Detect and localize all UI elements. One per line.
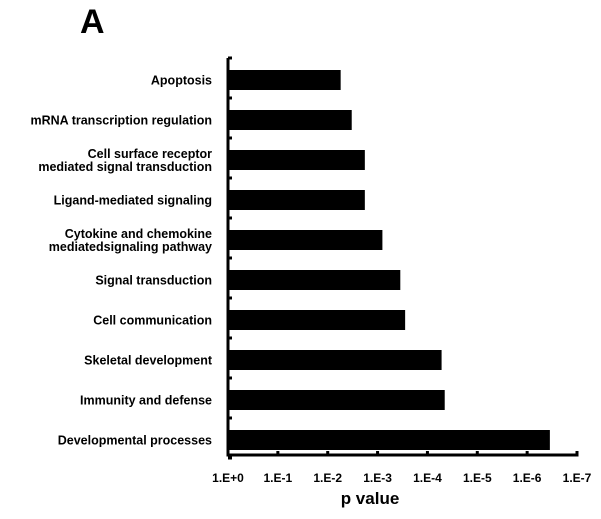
category-label-line: Cytokine and chemokine	[65, 227, 212, 241]
bar	[228, 430, 550, 450]
axis-layer: 1.E+0 1.E-1 1.E-2 1.E-3 1.E-4 1.E-5 1.E-6 1.E-7	[212, 56, 592, 485]
category-label-line: Apoptosis	[151, 74, 212, 88]
x-tick-label: 1.E-4	[413, 471, 442, 485]
x-axis-title: p value	[341, 489, 400, 508]
x-tick-label: 1.E-3	[363, 471, 392, 485]
category-label: mRNA transcription regulation	[31, 114, 213, 128]
bar	[228, 270, 401, 290]
category-label: Cytokine and chemokine mediatedsignaling …	[49, 227, 212, 254]
category-label-line: mediatedsignaling pathway	[49, 240, 212, 254]
category-label-line: mRNA transcription regulation	[31, 114, 213, 128]
category-labels: Apoptosis mRNA transcription regulation Ce…	[31, 74, 213, 448]
category-label-line: Cell surface receptor	[88, 147, 212, 161]
bar	[228, 150, 365, 170]
x-tick-label: 1.E-1	[264, 471, 293, 485]
bar	[228, 390, 445, 410]
category-label-line: Cell communication	[93, 314, 212, 328]
bar	[228, 70, 341, 90]
x-tick-label: 1.E-2	[313, 471, 342, 485]
panel-label: A	[80, 3, 105, 41]
category-label-line: Skeletal development	[84, 354, 213, 368]
category-label: Immunity and defense	[80, 394, 212, 408]
category-label: Cell communication	[93, 314, 212, 328]
bar	[228, 350, 442, 370]
category-label-line: mediated signal transduction	[38, 160, 212, 174]
bar	[228, 110, 352, 130]
x-tick-label: 1.E-5	[463, 471, 492, 485]
category-label-line: Developmental processes	[58, 434, 212, 448]
category-label: Cell surface receptor mediated signal tra…	[38, 147, 212, 174]
x-tick-label: 1.E-6	[513, 471, 542, 485]
bar	[228, 310, 406, 330]
x-tick-label: 1.E-7	[563, 471, 592, 485]
category-label: Apoptosis	[151, 74, 212, 88]
bar	[228, 190, 365, 210]
x-tick-label: 1.E+0	[212, 471, 244, 485]
category-label: Skeletal development	[84, 354, 213, 368]
bar	[228, 230, 383, 250]
category-label-line: Signal transduction	[95, 274, 212, 288]
bars-layer	[228, 70, 550, 450]
category-label-line: Ligand-mediated signaling	[54, 194, 212, 208]
category-label-line: Immunity and defense	[80, 394, 212, 408]
category-label: Developmental processes	[58, 434, 212, 448]
category-label: Ligand-mediated signaling	[54, 194, 212, 208]
category-label: Signal transduction	[95, 274, 212, 288]
